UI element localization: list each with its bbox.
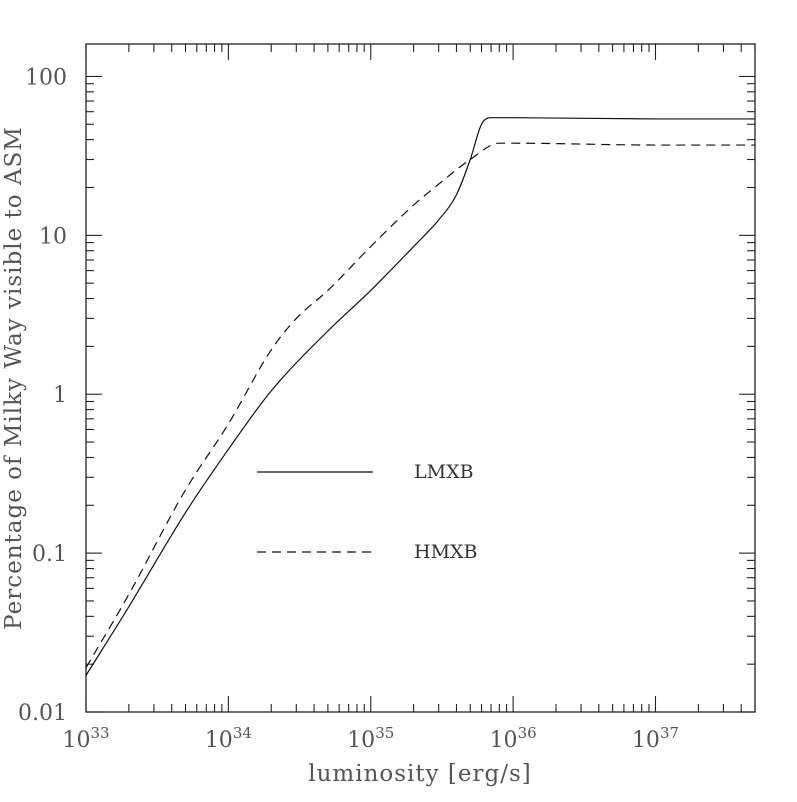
x-tick-label: 1034	[205, 724, 252, 753]
y-tick-label: 10	[39, 224, 67, 249]
axis-ticks	[85, 44, 756, 713]
y-tick-label: 0.01	[18, 701, 67, 726]
y-tick-label: 1	[53, 383, 67, 408]
x-tick-labels: 1033 1034 1035 1036 1037	[62, 724, 679, 753]
series-lines	[85, 117, 755, 676]
series-line-lmxb	[85, 117, 755, 676]
y-tick-label: 0.1	[32, 542, 67, 567]
legend-label-lmxb: LMXB	[414, 461, 474, 483]
x-axis-label: luminosity [erg/s]	[308, 761, 532, 787]
x-tick-label: 1037	[632, 724, 679, 753]
series-line-hmxb	[85, 142, 755, 669]
plot-frame	[85, 43, 756, 713]
x-tick-label: 1036	[490, 724, 537, 753]
y-tick-label: 100	[25, 65, 67, 90]
y-axis-label: Percentage of Milky Way visible to ASM	[1, 126, 27, 630]
x-tick-label: 1035	[347, 724, 394, 753]
y-tick-labels: 0.01 0.1 1 10 100	[18, 65, 67, 726]
x-tick-label: 1033	[62, 724, 109, 753]
legend: LMXB HMXB	[257, 461, 478, 563]
legend-label-hmxb: HMXB	[414, 541, 478, 563]
